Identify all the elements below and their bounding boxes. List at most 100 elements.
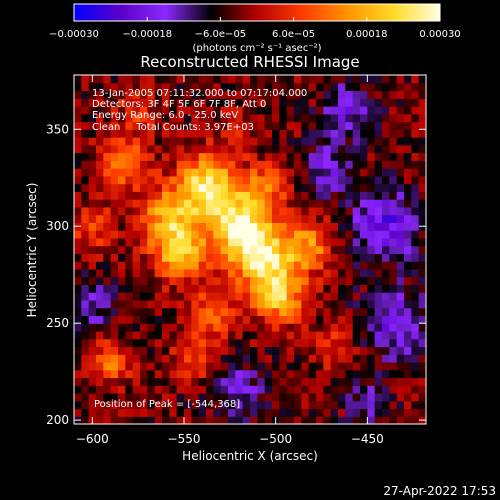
heatmap-cell <box>103 245 112 254</box>
heatmap-cell <box>88 338 97 348</box>
heatmap-cell <box>110 253 119 262</box>
heatmap-cell <box>316 392 324 402</box>
heatmap-cell <box>118 338 126 348</box>
heatmap-cell <box>338 261 346 270</box>
heatmap-cell <box>316 113 324 123</box>
heatmap-cell <box>345 183 354 192</box>
heatmap-cell <box>404 98 412 107</box>
heatmap-cell <box>411 152 420 161</box>
heatmap-cell <box>316 354 324 363</box>
heatmap-cell <box>74 299 82 309</box>
heatmap-cell <box>169 98 178 107</box>
heatmap-cell <box>418 144 426 154</box>
heatmap-cell <box>396 191 405 200</box>
heatmap-cell <box>352 222 361 231</box>
heatmap-cell <box>235 253 244 262</box>
heatmap-cell <box>418 82 426 92</box>
heatmap-cell <box>198 307 207 317</box>
heatmap-cell <box>184 369 192 379</box>
heatmap-cell <box>184 299 192 309</box>
heatmap-cell <box>213 307 222 317</box>
heatmap-cell <box>81 90 90 99</box>
heatmap-cell <box>396 268 405 278</box>
heatmap-cell <box>279 206 288 216</box>
heatmap-cell <box>140 144 148 154</box>
heatmap-cell <box>88 307 97 317</box>
heatmap-cell <box>330 199 339 208</box>
heatmap-cell <box>360 144 368 154</box>
heatmap-cell <box>338 75 346 84</box>
heatmap-cell <box>404 377 412 386</box>
heatmap-cell <box>330 299 339 309</box>
heatmap-cell <box>272 106 280 115</box>
heatmap-cell <box>169 82 178 92</box>
heatmap-cell <box>88 385 97 394</box>
heatmap-cell <box>132 168 141 177</box>
heatmap-cell <box>118 299 126 309</box>
heatmap-cell <box>74 199 82 208</box>
heatmap-cell <box>110 191 119 200</box>
heatmap-cell <box>81 253 90 262</box>
heatmap-cell <box>118 121 126 130</box>
heatmap-cell <box>374 237 383 247</box>
heatmap-cell <box>389 191 398 200</box>
heatmap-cell <box>198 276 207 285</box>
heatmap-cell <box>154 113 163 123</box>
heatmap-cell <box>330 330 339 340</box>
heatmap-cell <box>96 168 104 177</box>
heatmap-cell <box>345 98 354 107</box>
heatmap-cell <box>279 307 288 317</box>
heatmap-cell <box>81 416 90 424</box>
heatmap-cell <box>191 369 200 379</box>
heatmap-cell <box>176 199 185 208</box>
heatmap-cell <box>154 75 163 84</box>
heatmap-cell <box>264 385 273 394</box>
heatmap-cell <box>110 385 119 394</box>
heatmap-cell <box>213 152 222 161</box>
heatmap-cell <box>206 338 214 348</box>
heatmap-cell <box>81 160 90 169</box>
heatmap-cell <box>367 377 376 386</box>
heatmap-cell <box>81 175 90 185</box>
heatmap-cell <box>404 253 412 262</box>
heatmap-cell <box>367 75 376 84</box>
heatmap-cell <box>96 292 104 301</box>
heatmap-cell <box>367 253 376 262</box>
heatmap-cell <box>169 199 178 208</box>
heatmap-cell <box>169 175 178 185</box>
heatmap-cell <box>220 416 229 424</box>
heatmap-cell <box>308 323 317 332</box>
heatmap-cell <box>345 338 354 348</box>
heatmap-cell <box>367 361 376 371</box>
heatmap-cell <box>316 191 324 200</box>
heatmap-cell <box>345 206 354 216</box>
heatmap-cell <box>418 113 426 123</box>
heatmap-cell <box>118 346 126 355</box>
heatmap-cell <box>191 230 200 239</box>
heatmap-cell <box>213 338 222 348</box>
heatmap-cell <box>191 276 200 285</box>
heatmap-cell <box>294 230 302 239</box>
heatmap-cell <box>279 400 288 410</box>
heatmap-cell <box>132 222 141 231</box>
heatmap-cell <box>96 400 104 410</box>
heatmap-cell <box>257 230 266 239</box>
heatmap-cell <box>110 82 119 92</box>
heatmap-cell <box>338 98 346 107</box>
heatmap-cell <box>140 113 148 123</box>
heatmap-cell <box>110 408 119 417</box>
heatmap-cell <box>286 284 295 293</box>
heatmap-cell <box>228 237 236 247</box>
heatmap-cell <box>294 315 302 324</box>
heatmap-cell <box>140 98 148 107</box>
heatmap-cell <box>162 268 170 278</box>
heatmap-cell <box>198 284 207 293</box>
heatmap-cell <box>382 261 390 270</box>
heatmap-cell <box>316 137 324 146</box>
heatmap-cell <box>220 400 229 410</box>
heatmap-cell <box>264 121 273 130</box>
heatmap-cell <box>235 113 244 123</box>
heatmap-cell <box>220 214 229 223</box>
heatmap-cell <box>213 346 222 355</box>
heatmap-cell <box>118 106 126 115</box>
